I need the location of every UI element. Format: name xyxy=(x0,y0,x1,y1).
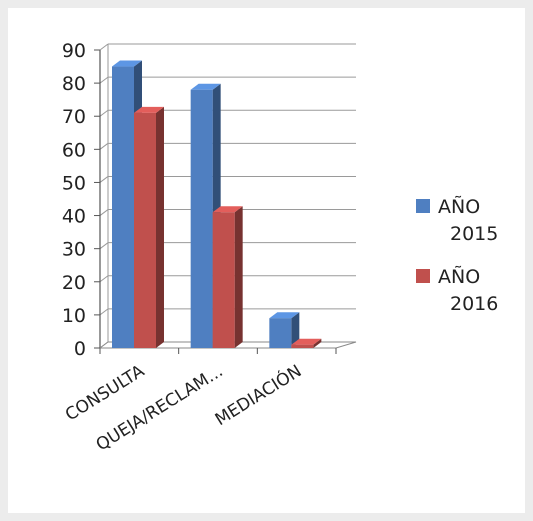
bar-chart: 0 10 20 30 40 50 60 70 80 90 CONSULTAQUEJA/RECLAM… xyxy=(62,40,499,456)
legend-label: AÑO xyxy=(438,265,480,288)
bar-side xyxy=(156,106,164,349)
legend-item: AÑO 2016 xyxy=(416,265,498,315)
bar-front xyxy=(291,344,314,348)
legend-swatch xyxy=(416,199,430,213)
bar-front xyxy=(112,66,134,349)
y-tick-label: 90 xyxy=(62,40,86,62)
y-tick-label: 40 xyxy=(62,206,86,228)
y-tick-label: 70 xyxy=(62,106,86,128)
bars xyxy=(112,60,322,349)
gridline-side xyxy=(99,43,109,51)
legend-label: AÑO xyxy=(438,195,480,218)
gridline-side xyxy=(99,242,109,250)
y-tick-label: 60 xyxy=(62,139,86,161)
legend-label: 2015 xyxy=(450,223,498,245)
bar xyxy=(291,338,322,348)
bar-front xyxy=(190,89,213,348)
gridline-side xyxy=(99,308,109,316)
legend-swatch xyxy=(416,269,430,283)
bar-front xyxy=(269,318,292,348)
bar xyxy=(212,206,243,348)
bar-top xyxy=(112,60,142,67)
y-tick-label: 50 xyxy=(62,172,86,194)
x-category-label: MEDIACIÓN xyxy=(211,360,306,430)
y-axis-ticks: 0 10 20 30 40 50 60 70 80 90 xyxy=(62,40,100,360)
gridline-side xyxy=(99,109,109,117)
chart-panel: 0 10 20 30 40 50 60 70 80 90 CONSULTA QUEJA/RECLAM… xyxy=(8,8,525,513)
legend-label: 2016 xyxy=(450,293,498,315)
y-tick-label: 0 xyxy=(74,338,86,360)
bar-side xyxy=(291,312,300,348)
gridline-side xyxy=(99,142,109,150)
bar-top xyxy=(212,206,243,213)
bar-side xyxy=(313,338,322,348)
y-tick-label: 80 xyxy=(62,73,86,95)
bar xyxy=(269,312,300,348)
bar-front xyxy=(134,112,156,349)
gridline-side xyxy=(99,209,109,216)
legend: AÑO 2015 AÑO 2016 xyxy=(416,195,498,315)
y-tick-label: 10 xyxy=(62,305,86,327)
gridline-side xyxy=(99,76,109,84)
bar-side xyxy=(234,206,243,348)
bar-top xyxy=(190,83,221,90)
bar xyxy=(134,106,164,349)
gridline-side xyxy=(99,275,109,283)
bar-front xyxy=(212,212,235,348)
y-tick-label: 20 xyxy=(62,272,86,294)
legend-item: AÑO 2015 xyxy=(416,195,498,245)
bar-top xyxy=(134,106,164,113)
bar-top xyxy=(269,312,300,319)
y-tick-label: 30 xyxy=(62,239,86,261)
gridline-side xyxy=(99,176,109,183)
x-category-label: QUEJA/RECLAM... xyxy=(93,361,227,455)
bar-top xyxy=(291,338,322,345)
